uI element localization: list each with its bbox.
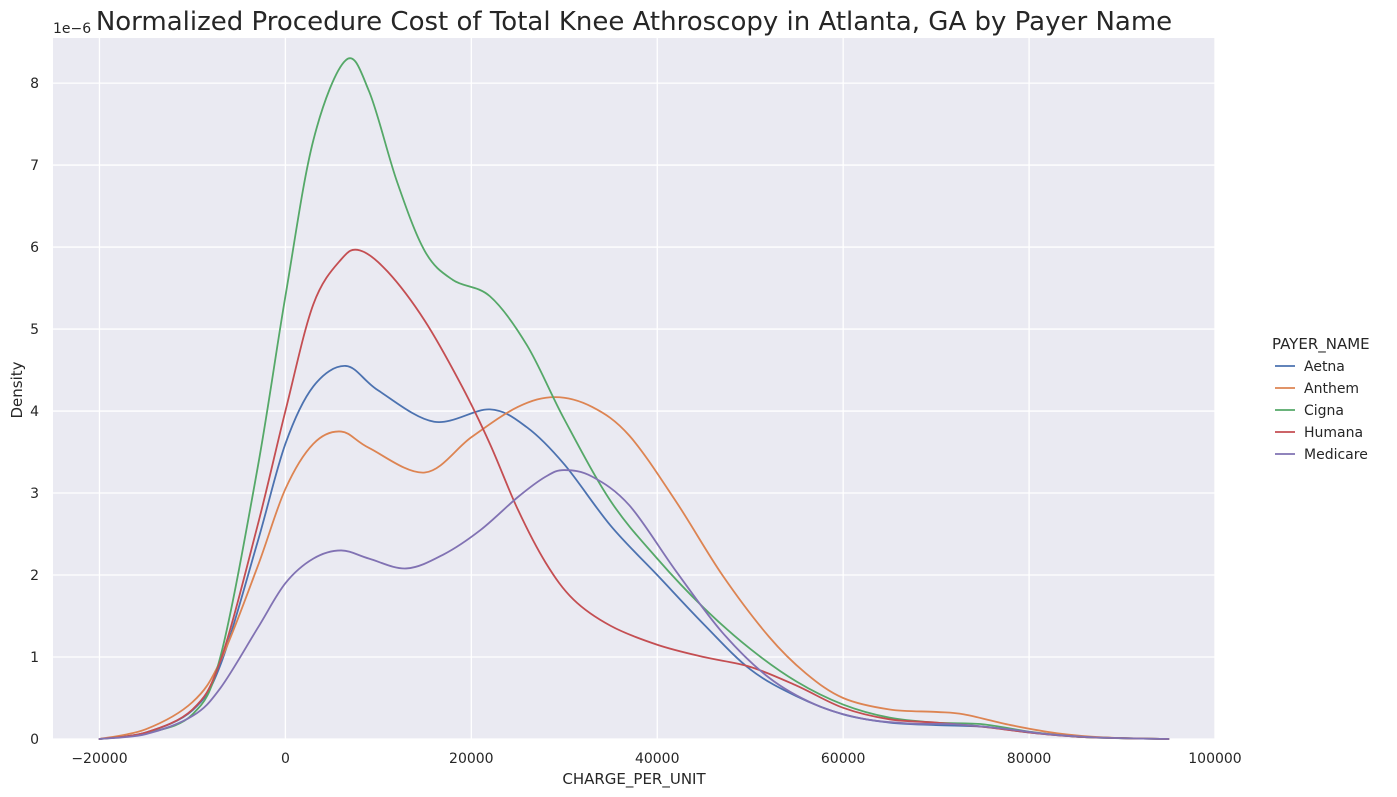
plot-area <box>53 38 1215 739</box>
y-tick-label: 7 <box>30 158 39 174</box>
y-tick-label: 6 <box>30 240 39 256</box>
density-curves <box>98 57 1170 740</box>
legend-label-humana: Humana <box>1304 425 1363 441</box>
y-tick-label: 0 <box>30 732 39 748</box>
y-tick-label: 1 <box>30 650 39 666</box>
series-line-medicare <box>98 469 1170 740</box>
legend-items: Aetna Anthem Cigna Humana Medicare <box>1275 359 1368 463</box>
y-tick-label: 8 <box>30 76 39 92</box>
chart-title: Normalized Procedure Cost of Total Knee … <box>96 7 1172 37</box>
y-tick-label: 3 <box>30 486 39 502</box>
y-offset-text: 1e−6 <box>53 21 91 37</box>
x-tick-label: 0 <box>281 751 290 767</box>
y-tick-label: 4 <box>30 404 39 420</box>
x-tick-label: 40000 <box>635 751 680 767</box>
legend-label-anthem: Anthem <box>1304 381 1359 397</box>
y-tick-labels: 0 1 2 3 4 5 6 7 8 <box>30 76 39 748</box>
y-axis-label: Density <box>8 361 26 418</box>
x-tick-label: −20000 <box>71 751 127 767</box>
legend-label-medicare: Medicare <box>1304 447 1368 463</box>
x-axis-label: CHARGE_PER_UNIT <box>562 770 706 789</box>
y-tick-label: 5 <box>30 322 39 338</box>
legend-label-cigna: Cigna <box>1304 403 1344 419</box>
series-line-humana <box>98 248 1170 740</box>
legend-title: PAYER_NAME <box>1272 335 1370 354</box>
x-tick-label: 20000 <box>449 751 494 767</box>
legend: PAYER_NAME Aetna Anthem Cigna Humana Medicar… <box>1272 335 1370 463</box>
x-tick-labels: −20000 0 20000 40000 60000 80000 100000 <box>71 751 1241 767</box>
x-tick-label: 80000 <box>1007 751 1052 767</box>
grid-lines <box>53 38 1216 740</box>
series-line-anthem <box>98 396 1170 740</box>
legend-label-aetna: Aetna <box>1304 359 1345 375</box>
x-tick-label: 100000 <box>1188 751 1241 767</box>
y-tick-label: 2 <box>30 568 39 584</box>
x-tick-label: 60000 <box>821 751 866 767</box>
